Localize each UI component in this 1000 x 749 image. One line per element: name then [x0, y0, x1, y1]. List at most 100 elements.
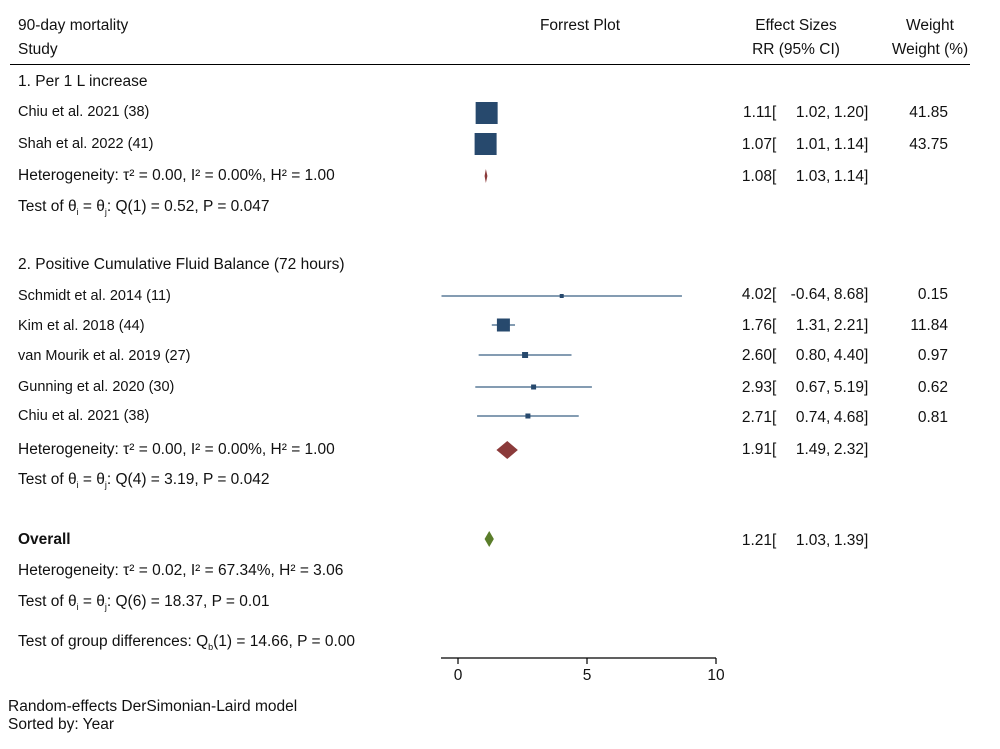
group-1-heterogeneity: Heterogeneity: τ² = 0.00, I² = 0.00%, H²… — [18, 167, 335, 184]
ci-open-bracket: [ — [772, 441, 777, 458]
effect-column-subheader: RR (95% CI) — [752, 41, 840, 58]
rr-value: 1.07 — [741, 136, 772, 153]
ci-comma: , — [826, 347, 831, 364]
study-marker — [474, 133, 497, 155]
ci-upper: 4.68 — [833, 409, 864, 426]
weight-value: 43.75 — [909, 136, 948, 153]
ci-open-bracket: [ — [772, 409, 777, 426]
weight-value: 0.97 — [917, 347, 948, 364]
ci-upper: 1.14 — [833, 168, 864, 185]
ci-upper: 2.21 — [833, 317, 864, 334]
rr-value: 2.71 — [741, 409, 772, 426]
ci-open-bracket: [ — [772, 168, 777, 185]
ci-close-bracket: ] — [864, 441, 869, 458]
ci-lower: -0.64 — [790, 286, 826, 303]
rr-value: 4.02 — [741, 286, 772, 303]
ci-open-bracket: [ — [772, 532, 777, 549]
outcome-title: 90-day mortality — [18, 17, 129, 34]
study-column-header: Study — [18, 41, 58, 58]
study-label: Kim et al. 2018 (44) — [18, 318, 145, 334]
pooled-diamond — [496, 441, 518, 459]
chart-title: Forrest Plot — [539, 17, 621, 34]
ci-open-bracket: [ — [772, 317, 777, 334]
study-marker — [559, 294, 564, 298]
ci-comma: , — [826, 136, 831, 153]
ci-upper: 1.14 — [833, 136, 864, 153]
weight-value: 0.81 — [917, 409, 948, 426]
weight-value: 11.84 — [910, 317, 948, 334]
pooled-diamond — [484, 169, 488, 183]
ci-open-bracket: [ — [772, 379, 777, 396]
ci-close-bracket: ] — [864, 347, 869, 364]
rr-value: 1.11 — [742, 104, 772, 121]
group-1-test: Test of θi = θj: Q(1) = 0.52, P = 0.047 — [18, 198, 270, 218]
study-label: Chiu et al. 2021 (38) — [18, 104, 150, 120]
ci-upper: 4.40 — [833, 347, 864, 364]
ci-close-bracket: ] — [864, 409, 869, 426]
effect-column-header: Effect Sizes — [755, 17, 837, 34]
study-label: Schmidt et al. 2014 (11) — [18, 288, 171, 304]
study-label: Gunning et al. 2020 (30) — [18, 379, 175, 395]
weight-column-header: Weight — [906, 17, 954, 34]
footer-model-note: Random-effects DerSimonian-Laird model — [8, 698, 298, 715]
ci-comma: , — [826, 379, 831, 396]
weight-column-subheader: Weight (%) — [891, 41, 969, 58]
group-1-label: 1. Per 1 L increase — [18, 73, 148, 90]
ci-comma: , — [826, 441, 831, 458]
ci-close-bracket: ] — [864, 532, 869, 549]
rr-value: 1.21 — [741, 532, 772, 549]
study-label: Shah et al. 2022 (41) — [18, 136, 154, 152]
ci-comma: , — [826, 409, 831, 426]
ci-comma: , — [826, 168, 831, 185]
ci-lower: 1.03 — [795, 168, 826, 185]
study-label: van Mourik et al. 2019 (27) — [18, 348, 191, 364]
ci-upper: 8.68 — [833, 286, 864, 303]
group-2-test: Test of θi = θj: Q(4) = 3.19, P = 0.042 — [18, 471, 270, 491]
overall-label: Overall — [18, 531, 71, 548]
ci-close-bracket: ] — [864, 379, 869, 396]
ci-close-bracket: ] — [864, 286, 869, 303]
ci-upper: 1.39 — [833, 532, 864, 549]
rr-value: 1.08 — [741, 168, 772, 185]
study-marker — [531, 384, 537, 390]
ci-lower: 0.80 — [795, 347, 826, 364]
group-2-label: 2. Positive Cumulative Fluid Balance (72… — [18, 256, 345, 273]
overall-test: Test of θi = θj: Q(6) = 18.37, P = 0.01 — [18, 593, 270, 613]
x-tick-label: 5 — [583, 667, 592, 684]
ci-open-bracket: [ — [772, 286, 777, 303]
ci-lower: 1.01 — [795, 136, 826, 153]
study-label: Chiu et al. 2021 (38) — [18, 408, 150, 424]
ci-upper: 5.19 — [833, 379, 864, 396]
ci-lower: 1.49 — [795, 441, 826, 458]
ci-close-bracket: ] — [864, 136, 869, 153]
ci-comma: , — [826, 286, 831, 303]
header-rule — [10, 64, 970, 65]
ci-upper: 2.32 — [833, 441, 864, 458]
rr-value: 1.91 — [741, 441, 772, 458]
ci-comma: , — [826, 104, 831, 121]
ci-comma: , — [826, 317, 831, 334]
ci-open-bracket: [ — [772, 136, 777, 153]
ci-lower: 1.03 — [795, 532, 826, 549]
ci-lower: 0.74 — [795, 409, 826, 426]
ci-lower: 1.02 — [795, 104, 826, 121]
study-marker — [525, 413, 531, 419]
weight-value: 0.15 — [917, 286, 948, 303]
overall-diamond — [484, 531, 494, 547]
study-marker — [475, 102, 498, 124]
ci-upper: 1.20 — [833, 104, 864, 121]
ci-comma: , — [826, 532, 831, 549]
ci-close-bracket: ] — [864, 104, 869, 121]
study-marker — [522, 352, 529, 358]
rr-value: 1.76 — [741, 317, 772, 334]
overall-heterogeneity: Heterogeneity: τ² = 0.02, I² = 67.34%, H… — [18, 562, 344, 579]
weight-value: 41.85 — [909, 104, 948, 121]
ci-close-bracket: ] — [864, 317, 869, 334]
ci-lower: 0.67 — [795, 379, 826, 396]
study-marker — [496, 318, 510, 332]
rr-value: 2.93 — [741, 379, 772, 396]
x-tick-label: 0 — [454, 667, 463, 684]
ci-close-bracket: ] — [864, 168, 869, 185]
ci-lower: 1.31 — [795, 317, 826, 334]
